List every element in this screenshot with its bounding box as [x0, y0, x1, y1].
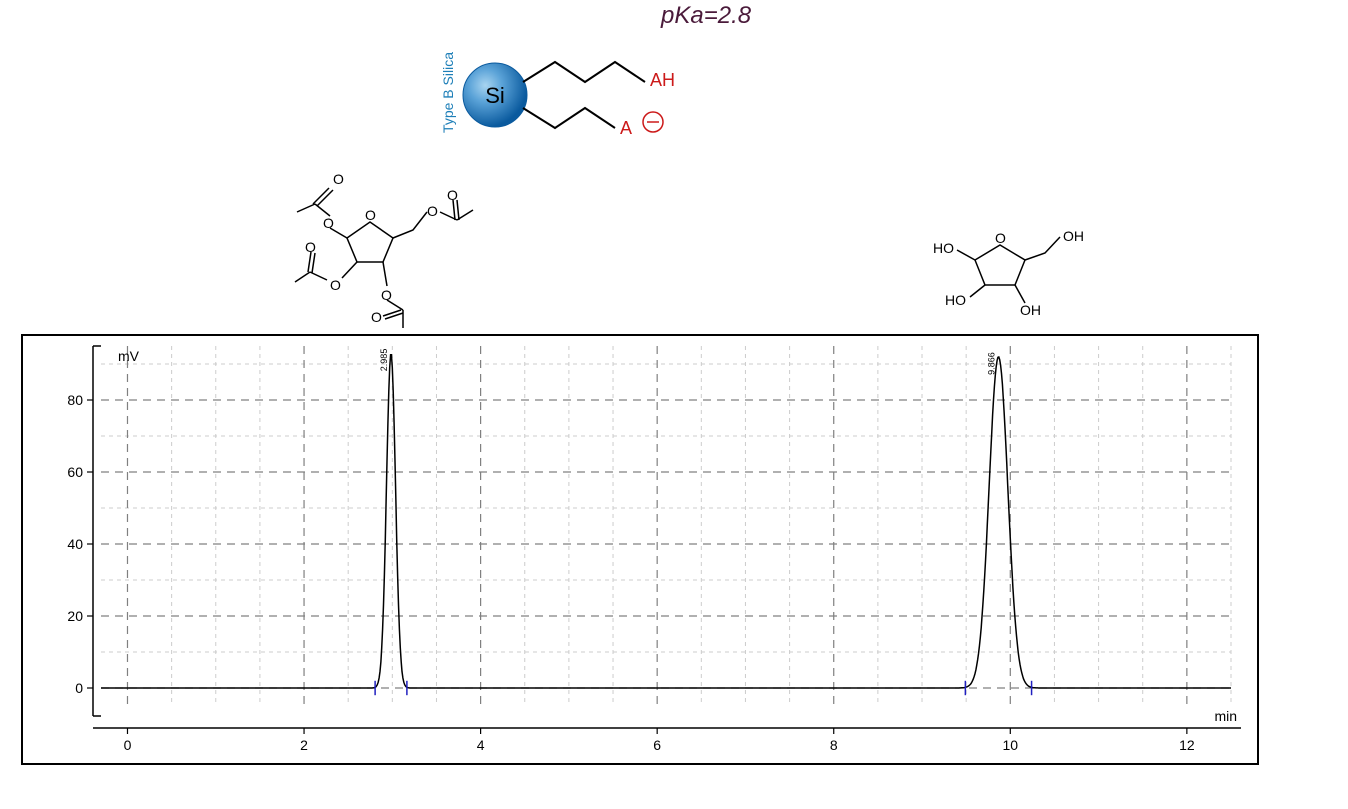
molecule-left: O O O O O O O O O — [275, 160, 475, 335]
peak-label: 9.866 — [986, 352, 996, 375]
x-tick-label: 2 — [300, 737, 308, 753]
svg-text:OH: OH — [1063, 228, 1084, 244]
chain-lower — [523, 108, 615, 128]
peak-label: 2.985 — [379, 349, 389, 372]
chromatogram-container: 0 20 40 60 80 0 2 4 6 8 10 12 2.985 9.866 mV min — [21, 334, 1259, 765]
svg-text:O: O — [365, 207, 376, 223]
svg-text:O: O — [381, 287, 392, 303]
svg-text:O: O — [305, 239, 316, 255]
svg-text:HO: HO — [933, 240, 954, 256]
svg-text:O: O — [333, 171, 344, 187]
chromatogram-trace — [101, 355, 1231, 688]
molecule-right: O HO OH HO OH — [925, 225, 1095, 320]
si-text: Si — [485, 83, 505, 108]
svg-text:O: O — [427, 203, 438, 219]
x-tick-label: 10 — [1003, 737, 1019, 753]
x-tick-label: 4 — [477, 737, 485, 753]
x-tick-label: 0 — [124, 737, 132, 753]
svg-text:O: O — [323, 215, 334, 231]
svg-text:O: O — [330, 277, 341, 293]
x-axis-label: min — [1214, 708, 1237, 724]
silica-label: Type B Silica — [440, 52, 456, 133]
svg-text:O: O — [995, 230, 1006, 246]
y-tick-label: 80 — [67, 392, 83, 408]
chain-upper — [523, 62, 645, 82]
y-tick-label: 40 — [67, 536, 83, 552]
y-axis-label: mV — [118, 348, 139, 364]
svg-text:OH: OH — [1020, 302, 1041, 318]
y-tick-label: 20 — [67, 608, 83, 624]
y-tick-label: 60 — [67, 464, 83, 480]
y-tick-label: 0 — [75, 680, 83, 696]
svg-text:O: O — [447, 187, 458, 203]
x-tick-label: 8 — [830, 737, 838, 753]
pka-label: pKa=2.8 — [661, 2, 751, 30]
silica-structure: Si AH A — [445, 40, 745, 150]
svg-text:O: O — [371, 309, 382, 325]
x-tick-label: 12 — [1179, 737, 1195, 753]
chromatogram-svg: 0 20 40 60 80 0 2 4 6 8 10 12 2.985 9.866 — [23, 336, 1257, 763]
ah-text: AH — [650, 70, 675, 90]
x-tick-label: 6 — [653, 737, 661, 753]
svg-text:HO: HO — [945, 292, 966, 308]
a-text: A — [620, 118, 632, 138]
